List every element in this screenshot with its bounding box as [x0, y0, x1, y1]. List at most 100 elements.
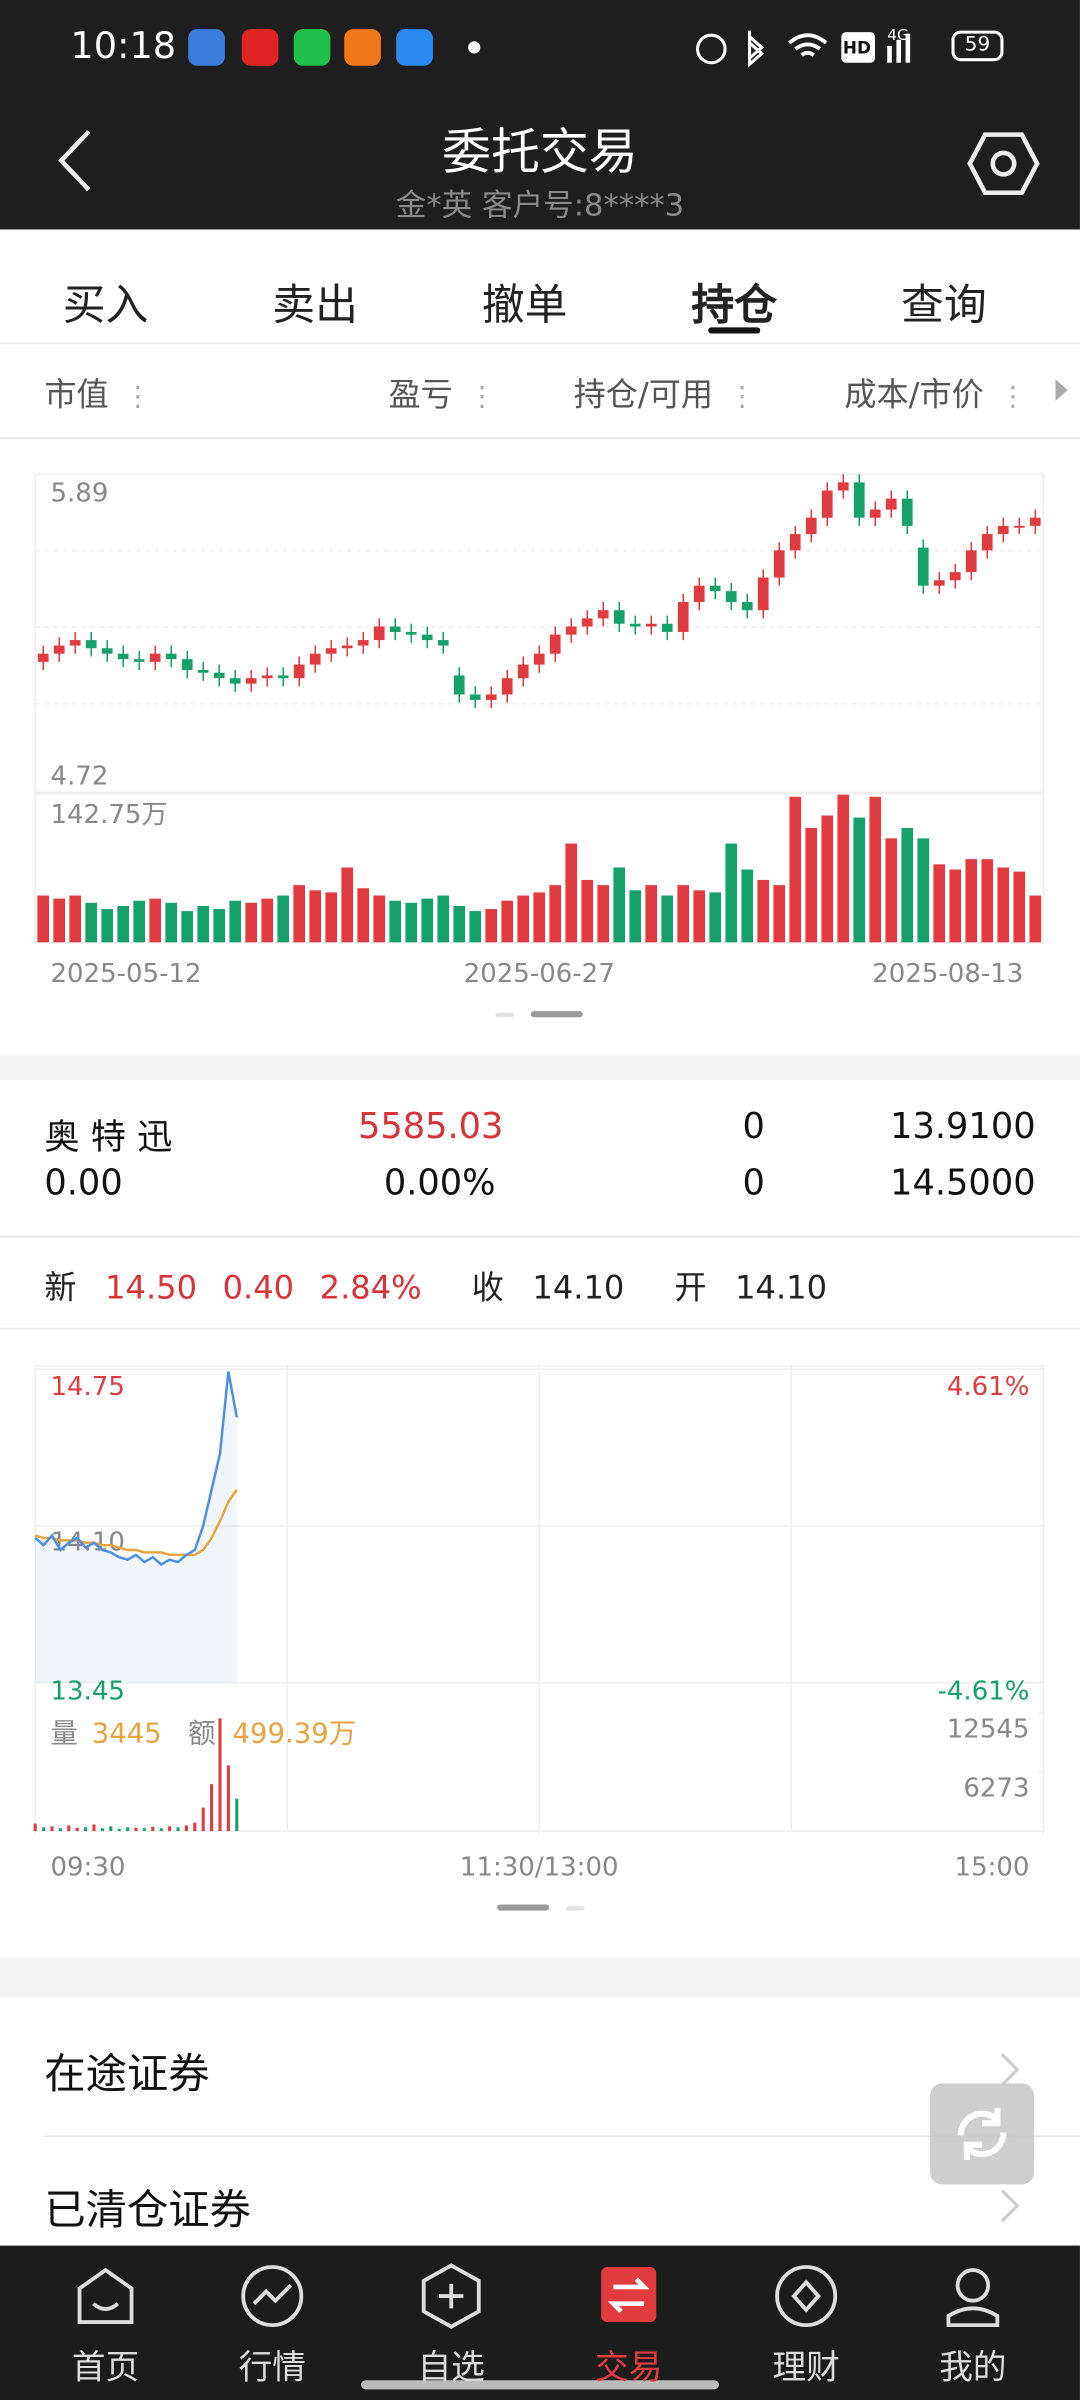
- volume-bar: [405, 902, 418, 943]
- status-network: 4G: [887, 27, 909, 45]
- candle-body: [725, 591, 737, 603]
- candle-body: [789, 534, 801, 551]
- volume-bar: [357, 888, 370, 943]
- candle-body: [597, 610, 609, 619]
- candle-body: [517, 664, 529, 679]
- candle-body: [357, 640, 369, 646]
- column-header[interactable]: 盈亏 ⋮: [388, 376, 496, 414]
- candle-body: [853, 482, 865, 518]
- candle-body: [325, 648, 337, 654]
- volume-bar: [1013, 871, 1026, 943]
- x-tick-label: 09:30: [50, 1852, 125, 1882]
- tab[interactable]: 买入: [62, 279, 149, 331]
- candle-body: [389, 626, 401, 632]
- volume-bar: [965, 859, 978, 943]
- stock-name: 奥 特 迅: [44, 1118, 173, 1158]
- volume-bar: [533, 892, 546, 943]
- volume-bar: [33, 1823, 37, 1832]
- list-item[interactable]: 已清仓证券: [44, 2187, 251, 2235]
- candle-body: [661, 623, 673, 632]
- volume-label: 量: [50, 1717, 78, 1749]
- volume-bar: [837, 794, 850, 943]
- volume-bar: [226, 1765, 230, 1832]
- candle-body: [277, 675, 289, 679]
- nav-item[interactable]: 行情: [238, 2349, 306, 2388]
- volume-bar: [293, 885, 306, 943]
- volume-bar: [901, 827, 914, 943]
- volume-bar: [773, 885, 786, 943]
- volume-bar: [725, 843, 738, 943]
- candle-body: [261, 675, 273, 679]
- volume-bar: [235, 1798, 239, 1832]
- tab[interactable]: 撤单: [481, 279, 568, 331]
- quote-close: 14.10: [532, 1269, 625, 1307]
- volume-bar: [165, 902, 178, 943]
- y-tick-label: 5.89: [50, 479, 108, 509]
- y-tick-label: 4.72: [50, 762, 108, 792]
- candle-body: [293, 664, 305, 679]
- list-item[interactable]: 在途证券: [44, 2051, 210, 2099]
- volume-bar: [997, 867, 1010, 943]
- volume-bar: [565, 843, 578, 943]
- volume-bar: [981, 859, 994, 943]
- candle-body: [53, 645, 65, 654]
- volume-bar: [469, 911, 482, 943]
- volume-bar: [50, 1826, 54, 1832]
- quote-change-pct: 2.84%: [319, 1269, 422, 1307]
- candle-body: [501, 678, 513, 695]
- volume-bar: [757, 879, 770, 943]
- volume-bar: [597, 885, 610, 943]
- nav-item[interactable]: 自选: [417, 2349, 485, 2388]
- candle-body: [309, 653, 321, 665]
- tab[interactable]: 卖出: [272, 279, 358, 331]
- volume-bar: [1029, 895, 1042, 943]
- volume-bar: [805, 827, 818, 943]
- candle-body: [421, 634, 433, 641]
- volume-bar: [126, 1827, 130, 1832]
- volume-bar: [949, 869, 962, 943]
- divider: [0, 1327, 1080, 1330]
- back-button[interactable]: [46, 122, 107, 198]
- candle-body: [117, 653, 129, 660]
- candle-body: [405, 631, 417, 635]
- divider: [0, 342, 1080, 345]
- volume-bar: [168, 1826, 172, 1832]
- nav-item[interactable]: 理财: [772, 2349, 840, 2388]
- candle-body: [101, 648, 113, 654]
- volume-bar: [149, 898, 162, 943]
- candle-body: [741, 602, 753, 611]
- candle-body: [869, 509, 881, 518]
- volume-bar: [53, 898, 65, 943]
- nav-item[interactable]: 我的: [939, 2349, 1007, 2388]
- divider: [0, 1235, 1080, 1238]
- volume-bar: [181, 911, 194, 943]
- tab[interactable]: 查询: [900, 279, 987, 331]
- column-header[interactable]: 市值 ⋮: [44, 376, 152, 414]
- pager-dot: [565, 1906, 585, 1911]
- volume-bar: [37, 895, 49, 943]
- volume-bar: [437, 895, 450, 943]
- nav-item[interactable]: 交易: [595, 2349, 663, 2388]
- settings-button[interactable]: [967, 128, 1040, 198]
- volume-bar: [853, 817, 866, 943]
- nav-item[interactable]: 首页: [71, 2349, 140, 2388]
- volume-tick-label: 12545: [947, 1715, 1030, 1745]
- volume-bar: [661, 895, 674, 943]
- position: 0: [742, 1107, 765, 1148]
- column-header[interactable]: 持仓/可用 ⋮: [573, 376, 756, 414]
- column-header[interactable]: 成本/市价 ⋮: [844, 376, 1027, 414]
- volume-value: 3445: [92, 1717, 162, 1749]
- candle-body: [613, 610, 625, 624]
- date-label: 2025-08-13: [872, 959, 1023, 989]
- candle-body: [213, 672, 225, 679]
- volume-bar: [142, 1828, 146, 1832]
- tab[interactable]: 持仓: [691, 279, 778, 331]
- volume-bar: [501, 900, 514, 943]
- refresh-button[interactable]: [930, 2083, 1035, 2185]
- candle-body: [981, 534, 993, 551]
- volume-bar: [151, 1826, 155, 1832]
- volume-bar: [133, 900, 146, 943]
- tab-underline: [708, 327, 761, 334]
- status-app-icons: [188, 29, 481, 66]
